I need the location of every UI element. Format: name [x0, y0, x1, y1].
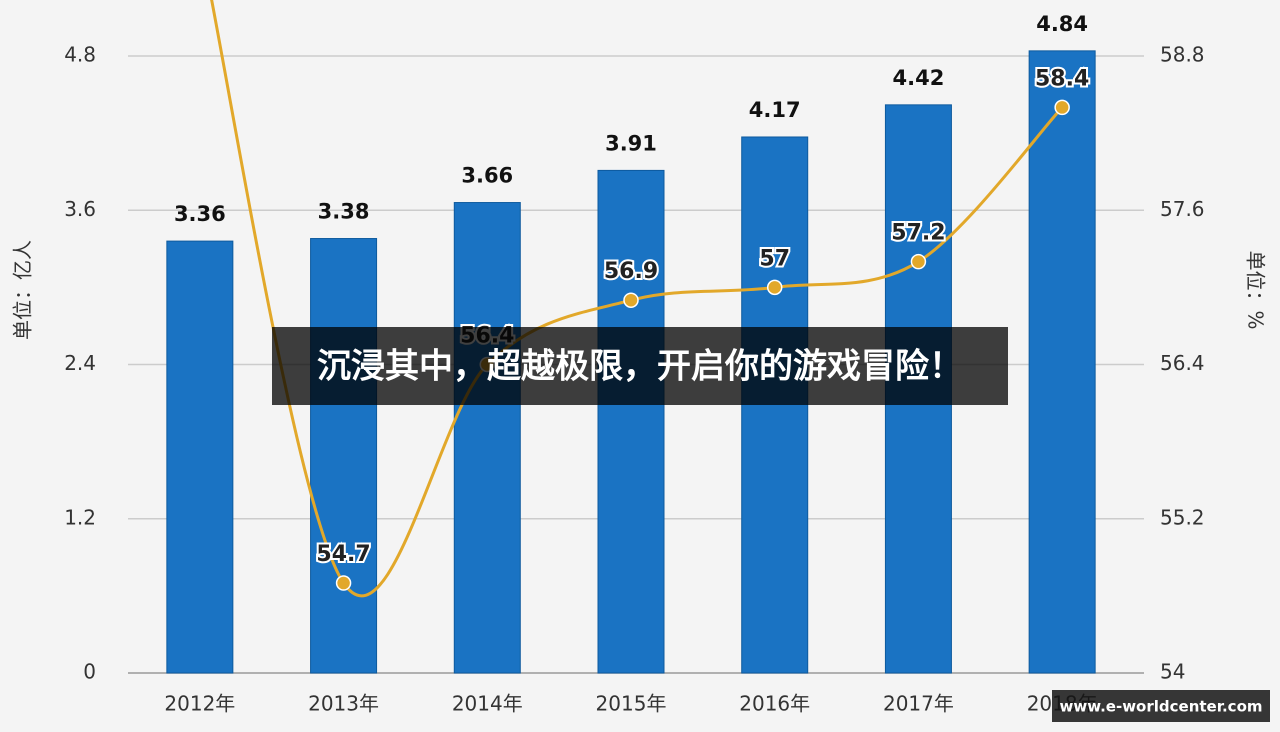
- line-value-label: 57.2: [891, 221, 945, 246]
- bar-value-label: 4.42: [893, 66, 945, 90]
- x-tick-label: 2016年: [739, 692, 810, 716]
- y-axis-title: 单位：亿人: [11, 240, 35, 340]
- bar-value-label: 3.66: [461, 164, 513, 188]
- banner-bg: [272, 327, 1008, 405]
- line-value-label: 58.4: [1035, 66, 1089, 91]
- y2-tick-label: 56.4: [1160, 351, 1205, 375]
- bar: [453, 202, 521, 674]
- bar-value-label: 4.17: [749, 98, 801, 122]
- bar: [310, 238, 378, 674]
- line-point: [623, 292, 639, 308]
- line-point: [910, 253, 927, 270]
- x-tick-label: 2014年: [452, 692, 523, 716]
- y-tick-label: 2.4: [64, 351, 96, 375]
- x-tick-label: 2013年: [308, 692, 379, 716]
- bar: [597, 169, 665, 674]
- y-tick-label: 0: [83, 660, 96, 684]
- y2-tick-label: 55.2: [1160, 505, 1205, 529]
- y2-tick-label: 54: [1160, 660, 1185, 684]
- line-value-label: 56.9: [604, 259, 658, 284]
- line-value-label: 57: [759, 246, 790, 271]
- y-tick-label: 3.6: [64, 197, 96, 221]
- line-value-label: 54.7: [316, 542, 370, 567]
- y-tick-label: 4.8: [64, 43, 96, 67]
- y2-tick-label: 58.8: [1160, 43, 1205, 67]
- y2-axis-title: 单位：%: [1244, 250, 1268, 329]
- bar-value-label: 3.91: [605, 131, 657, 155]
- banner-text: 沉浸其中，超越极限，开启你的游戏冒险！: [317, 347, 963, 387]
- line-point: [335, 575, 352, 591]
- x-tick-label: 2017年: [883, 692, 954, 716]
- bar: [1028, 50, 1096, 674]
- x-tick-label: 2015年: [596, 692, 667, 716]
- bar: [166, 240, 234, 674]
- watermark-bg: [1052, 690, 1270, 722]
- bar-value-label: 4.84: [1036, 12, 1088, 36]
- y-tick-label: 1.2: [64, 505, 96, 529]
- watermark-text: www.e-worldcenter.com: [1059, 698, 1262, 716]
- line-layer: [210, 0, 1064, 597]
- line-point: [1054, 99, 1070, 116]
- line-point: [766, 279, 783, 296]
- y2-tick-label: 57.6: [1160, 197, 1205, 221]
- bar-value-label: 3.36: [174, 202, 226, 226]
- line: [210, 0, 1064, 597]
- x-tick-label: 2012年: [164, 692, 235, 716]
- bar-value-label: 3.38: [318, 200, 370, 224]
